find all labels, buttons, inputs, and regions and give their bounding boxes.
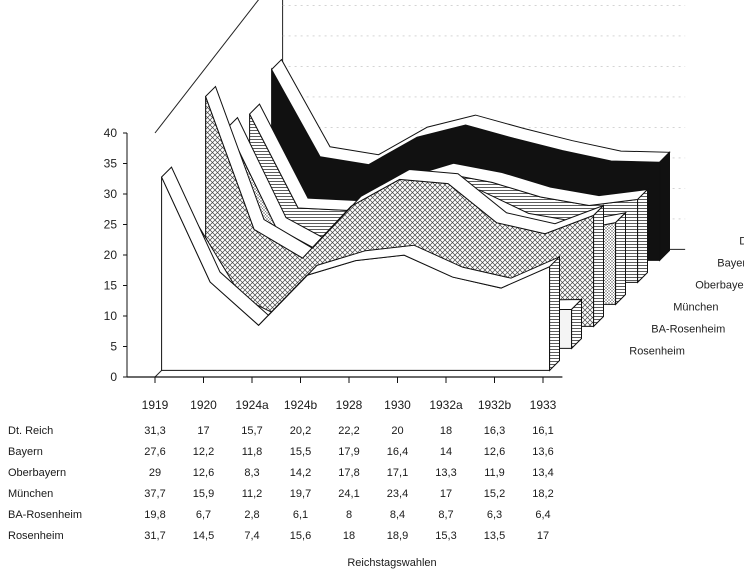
series-label: Bayern	[717, 258, 744, 270]
y-tick-label: 0	[110, 370, 117, 384]
series-label: München	[673, 302, 718, 314]
table-cell: 23,4	[386, 488, 409, 500]
table-cell: 17	[197, 425, 210, 437]
y-tick-label: 5	[110, 340, 117, 354]
x-tick-label: 1932b	[477, 398, 512, 412]
x-tick-label: 1919	[141, 398, 169, 412]
table-cell: 37,7	[144, 488, 166, 500]
table-cell: 17,1	[386, 467, 409, 479]
table-cell: 7,4	[244, 530, 260, 542]
ribbon-end	[549, 255, 560, 372]
x-axis-label: Reichstagswahlen	[347, 557, 437, 569]
table-cell: 18,2	[532, 488, 554, 500]
table-row-label: Oberbayern	[8, 467, 67, 479]
table-cell: 15,2	[483, 488, 506, 500]
table-cell: 12,6	[192, 467, 215, 479]
x-tick-label: 1932a	[429, 398, 463, 412]
y-tick-label: 25	[104, 218, 118, 232]
ribbon-end	[571, 298, 582, 350]
y-tick-label: 10	[104, 309, 118, 323]
x-tick-label: 1924a	[235, 398, 269, 412]
table-cell: 16,4	[386, 446, 409, 458]
table-cell: 20,2	[289, 425, 312, 437]
table-cell: 16,3	[483, 425, 506, 437]
table-cell: 19,7	[289, 488, 312, 500]
table-cell: 31,7	[144, 530, 166, 542]
table-cell: 6,1	[292, 509, 309, 521]
table-cell: 15,6	[289, 530, 312, 542]
table-cell: 12,6	[483, 446, 506, 458]
table-cell: 27,6	[144, 446, 166, 458]
wall-top-edge	[154, 0, 259, 134]
table-cell: 6,7	[195, 509, 212, 521]
y-tick-label: 15	[104, 279, 118, 293]
table-cell: 18	[342, 530, 356, 542]
table-cell: 13,6	[532, 446, 554, 458]
x-tick-label: 1928	[335, 398, 363, 412]
table-cell: 16,1	[532, 425, 554, 437]
table-cell: 11,2	[241, 488, 263, 500]
table-cell: 17,8	[338, 467, 360, 479]
series-label: BA-Rosenheim	[651, 324, 725, 336]
y-tick-label: 40	[104, 126, 118, 140]
y-tick-label: 20	[104, 248, 118, 262]
table-cell: 18,9	[386, 530, 409, 542]
table-cell: 31,3	[144, 425, 166, 437]
table-cell: 29	[148, 467, 162, 479]
table-row-label: Dt. Reich	[8, 425, 54, 437]
ribbon-end	[659, 151, 670, 262]
table-cell: 19,8	[144, 509, 166, 521]
ribbon-end	[593, 204, 604, 328]
x-tick-label: 1933	[529, 398, 557, 412]
table-row-label: Bayern	[8, 446, 43, 458]
table-cell: 15,3	[435, 530, 457, 542]
ribbon-end	[615, 211, 626, 306]
table-cell: 18	[439, 425, 453, 437]
table-row-label: Rosenheim	[8, 530, 64, 542]
table-cell: 13,3	[435, 467, 457, 479]
table-cell: 14,5	[192, 530, 215, 542]
table-cell: 22,2	[338, 425, 360, 437]
x-tick-label: 1930	[384, 398, 411, 412]
series-label: Rosenheim	[629, 346, 685, 358]
x-tick-label: 1920	[190, 398, 217, 412]
table-cell: 24,1	[338, 488, 360, 500]
table-cell: 8,7	[438, 509, 454, 521]
table-cell: 15,5	[289, 446, 312, 458]
series-label: Dt. Reich	[739, 236, 744, 248]
table-cell: 17	[536, 530, 550, 542]
table-cell: 14,2	[289, 467, 312, 479]
series-rosenheim: Rosenheim	[160, 166, 685, 372]
table-cell: 8,3	[244, 467, 260, 479]
table-cell: 17,9	[338, 446, 360, 458]
table-cell: 2,8	[244, 509, 260, 521]
table-cell: 13,4	[532, 467, 554, 479]
series-label: Oberbayern	[695, 280, 744, 292]
table-cell: 8	[345, 509, 353, 521]
table-cell: 6,4	[535, 509, 551, 521]
table-cell: 12,2	[192, 446, 215, 458]
table-cell: 11,8	[241, 446, 263, 458]
table-cell: 20	[391, 425, 404, 437]
table-cell: 11,9	[484, 467, 505, 479]
y-tick-label: 30	[104, 187, 118, 201]
table-cell: 15,9	[192, 488, 215, 500]
table-cell: 17	[439, 488, 453, 500]
table-row-label: München	[8, 488, 54, 500]
table-cell: 15,7	[241, 425, 263, 437]
y-tick-label: 35	[104, 157, 118, 171]
x-tick-label: 1924b	[283, 398, 318, 412]
table-cell: 14	[439, 446, 453, 458]
table-cell: 13,5	[483, 530, 506, 542]
table-row-label: BA-Rosenheim	[8, 509, 82, 521]
table-cell: 8,4	[389, 509, 406, 521]
ribbon-end	[637, 188, 648, 284]
table-cell: 6,3	[486, 509, 503, 521]
